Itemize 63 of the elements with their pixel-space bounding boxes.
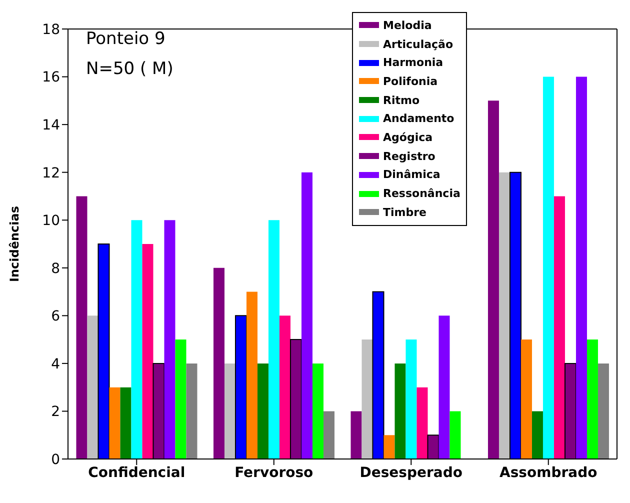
x-tick-label: Fervoroso [234, 464, 314, 481]
legend-label: Andamento [383, 112, 454, 126]
legend-label: Dinâmica [383, 168, 440, 182]
bar [362, 340, 373, 459]
y-tick-label: 8 [51, 260, 60, 277]
x-tick-label: Confidencial [88, 464, 186, 481]
legend-label: Melodia [383, 18, 432, 32]
legend-label: Ritmo [383, 94, 420, 107]
y-tick-label: 0 [51, 452, 60, 468]
legend-label: Harmonia [383, 56, 444, 70]
legend-label: Ressonância [383, 187, 460, 200]
y-axis-title: Incidências [7, 206, 22, 282]
bar [142, 244, 154, 459]
bar [598, 363, 609, 459]
legend-label: Polifonia [383, 74, 438, 88]
y-tick-label: 14 [42, 118, 60, 134]
legend-label: Registro [383, 150, 436, 163]
bar [576, 76, 587, 459]
bar [394, 363, 406, 459]
y-tick-label: 12 [42, 165, 60, 182]
bar [257, 363, 268, 459]
x-tick-label: Desesperado [360, 464, 463, 481]
bar [554, 196, 565, 459]
bar [498, 172, 510, 459]
y-tick-label: 16 [42, 70, 60, 86]
y-tick-label: 2 [51, 404, 60, 420]
chart-title: Ponteio 9 [86, 28, 166, 51]
bar [131, 220, 142, 459]
bar [76, 196, 88, 459]
bar [279, 316, 290, 459]
bar [175, 340, 186, 459]
text: N=50 ( M) [86, 58, 174, 81]
bar [542, 76, 554, 459]
bar [406, 340, 417, 459]
bar [120, 387, 132, 459]
y-tick-label: 18 [42, 22, 60, 38]
y-tick-label: 6 [51, 308, 60, 325]
legend-label: Articulação [383, 38, 454, 51]
legend-label: Agógica [383, 130, 433, 144]
bar [246, 292, 258, 459]
bar [186, 363, 198, 459]
y-tick-label: 4 [51, 356, 60, 372]
bar [164, 220, 176, 459]
bar [416, 387, 428, 459]
bar [87, 316, 98, 459]
x-tick-label: Assombrado [500, 464, 598, 481]
bar [224, 363, 236, 459]
bar [268, 220, 280, 459]
bar [586, 340, 598, 459]
bar [323, 411, 334, 459]
bar [520, 340, 532, 459]
bar [213, 268, 224, 459]
bar [301, 172, 312, 459]
y-tick-label: 10 [42, 213, 60, 230]
bar [312, 363, 324, 459]
bar [350, 411, 362, 459]
bar [384, 435, 395, 459]
bar [532, 411, 543, 459]
bar [450, 411, 461, 459]
bar [488, 100, 499, 459]
legend-label: Timbre [383, 206, 426, 219]
bar [109, 387, 120, 459]
bar [438, 316, 450, 459]
